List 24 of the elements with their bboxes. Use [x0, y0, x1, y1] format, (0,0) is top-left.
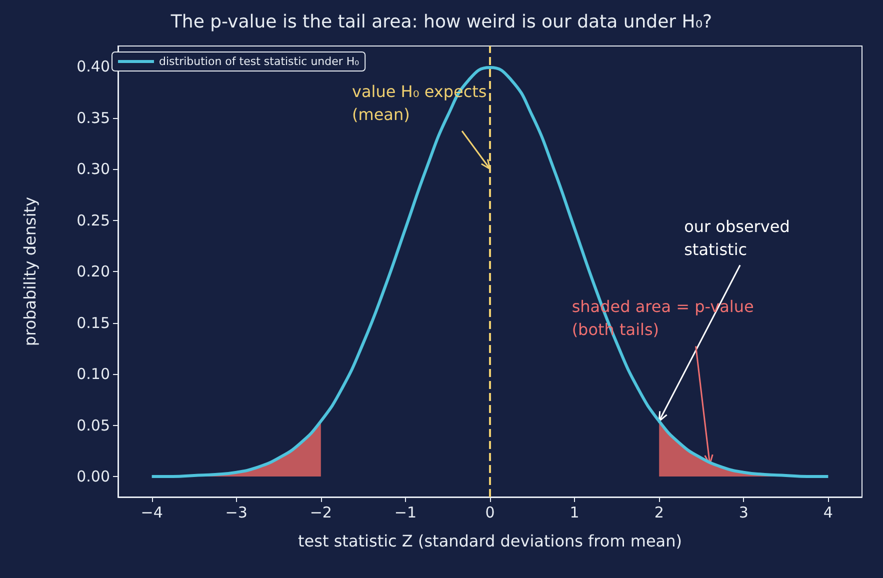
y-tick-label: 0.25 [76, 211, 110, 230]
x-tick-label: −4 [140, 504, 163, 522]
x-tick-label: 3 [738, 504, 748, 522]
legend-label: distribution of test statistic under H₀ [159, 55, 360, 68]
y-tick-label: 0.35 [76, 108, 110, 127]
y-tick-label: 0.00 [76, 468, 110, 486]
y-tick-label: 0.20 [76, 262, 110, 280]
x-tick-label: 2 [654, 504, 664, 522]
y-tick-label: 0.05 [76, 416, 110, 434]
annotation: our observed statistic [684, 217, 790, 260]
y-axis-title: probability density [20, 196, 40, 346]
y-tick-label: 0.15 [76, 314, 110, 332]
x-tick-label: 4 [823, 504, 833, 522]
x-tick-label: −3 [225, 504, 248, 522]
x-tick-label: −1 [394, 504, 417, 522]
chart-title: The p-value is the tail area: how weird is our data under H₀? [170, 12, 712, 32]
y-tick-label: 0.10 [76, 365, 110, 383]
x-tick-label: 0 [485, 504, 495, 522]
y-tick-label: 0.30 [76, 160, 110, 178]
line-series [150, 66, 830, 478]
x-tick-label: −2 [310, 504, 332, 522]
x-tick-label: 1 [570, 504, 580, 522]
x-axis-title: test statistic Z (standard deviations from mean) [298, 532, 682, 550]
y-tick-label: 0.40 [76, 58, 110, 76]
